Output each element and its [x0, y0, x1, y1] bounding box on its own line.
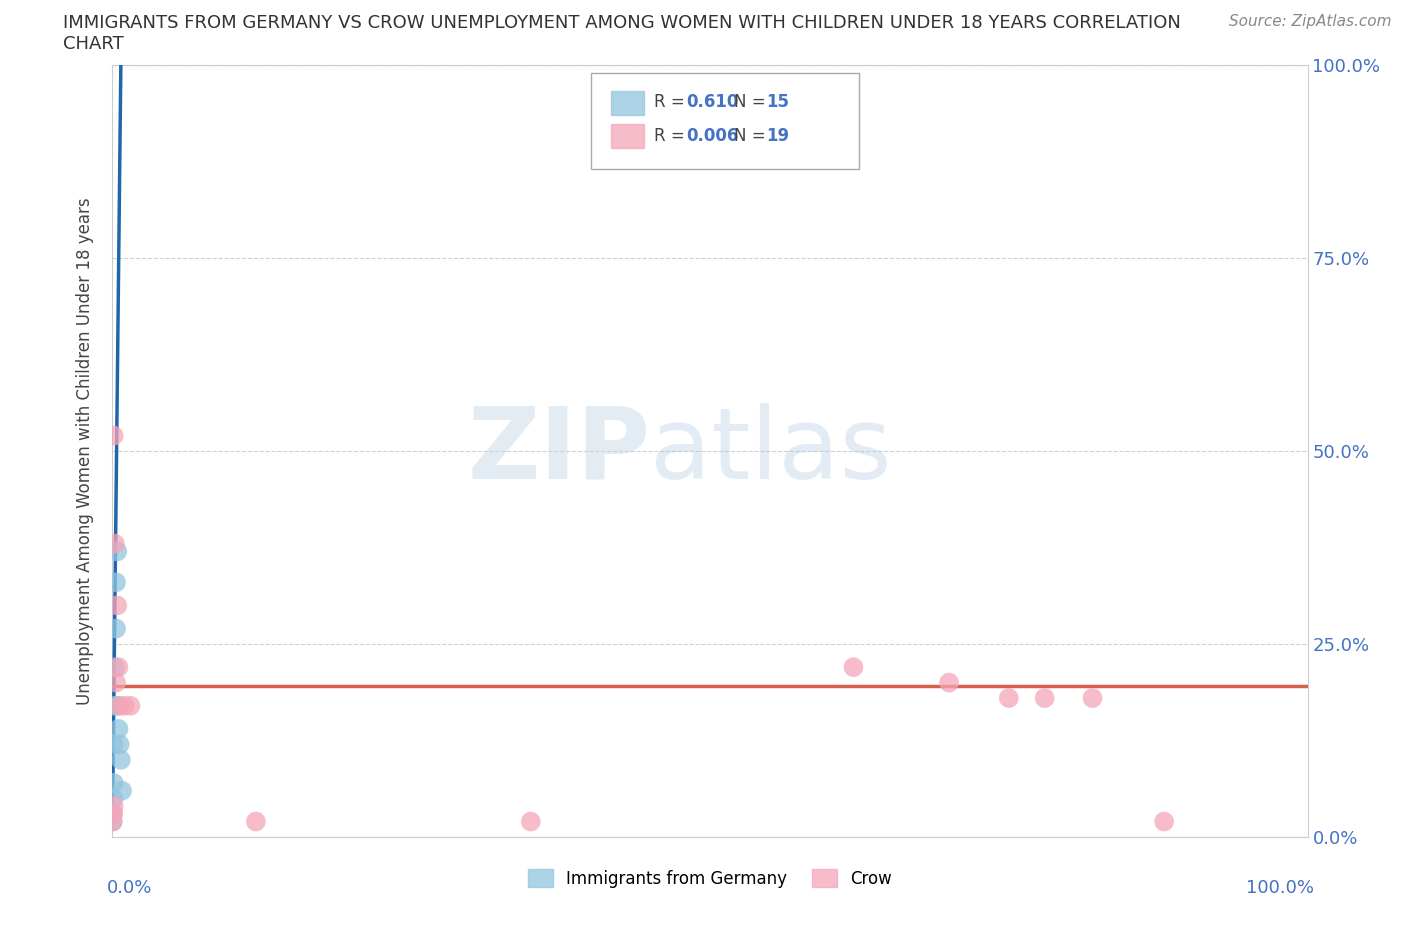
Point [1033, 691, 1056, 706]
Text: N =: N = [734, 127, 770, 145]
Text: 0.0%: 0.0% [107, 880, 152, 897]
Point [120, 698, 142, 713]
Text: atlas: atlas [651, 403, 891, 499]
Point [104, 659, 127, 674]
Point [520, 814, 543, 829]
Point [111, 783, 134, 798]
Point [103, 776, 125, 790]
Text: 100.0%: 100.0% [1246, 880, 1313, 897]
Point [105, 698, 128, 713]
Point [842, 659, 865, 674]
Point [104, 698, 127, 713]
Legend: Immigrants from Germany, Crow: Immigrants from Germany, Crow [522, 863, 898, 895]
Bar [610, 90, 644, 115]
Point [101, 806, 124, 821]
Text: CHART: CHART [63, 35, 124, 53]
Point [103, 737, 125, 751]
Text: 0.006: 0.006 [686, 127, 738, 145]
Point [101, 814, 124, 829]
Point [938, 675, 960, 690]
Point [108, 737, 131, 751]
Point [105, 575, 128, 590]
Text: R =: R = [654, 127, 690, 145]
Point [107, 659, 129, 674]
Point [105, 621, 128, 636]
Text: N =: N = [734, 93, 770, 112]
Y-axis label: Unemployment Among Women with Children Under 18 years: Unemployment Among Women with Children U… [76, 197, 94, 705]
Point [108, 698, 131, 713]
Text: 0.610: 0.610 [686, 93, 738, 112]
Point [105, 675, 128, 690]
FancyBboxPatch shape [591, 73, 859, 169]
Point [114, 698, 135, 713]
Point [110, 752, 132, 767]
Point [104, 537, 127, 551]
Text: ZIP: ZIP [467, 403, 651, 499]
Text: R =: R = [654, 93, 690, 112]
Text: IMMIGRANTS FROM GERMANY VS CROW UNEMPLOYMENT AMONG WOMEN WITH CHILDREN UNDER 18 : IMMIGRANTS FROM GERMANY VS CROW UNEMPLOY… [63, 14, 1181, 32]
Point [105, 598, 128, 613]
Point [998, 691, 1021, 706]
Point [103, 428, 125, 443]
Bar [610, 124, 644, 149]
Text: 19: 19 [766, 127, 789, 145]
Text: Source: ZipAtlas.com: Source: ZipAtlas.com [1229, 14, 1392, 29]
Point [245, 814, 267, 829]
Point [101, 814, 124, 829]
Point [105, 544, 128, 559]
Point [107, 722, 129, 737]
Point [101, 806, 124, 821]
Point [1081, 691, 1104, 706]
Text: 15: 15 [766, 93, 789, 112]
Point [103, 799, 125, 814]
Point [103, 790, 125, 805]
Point [1153, 814, 1175, 829]
